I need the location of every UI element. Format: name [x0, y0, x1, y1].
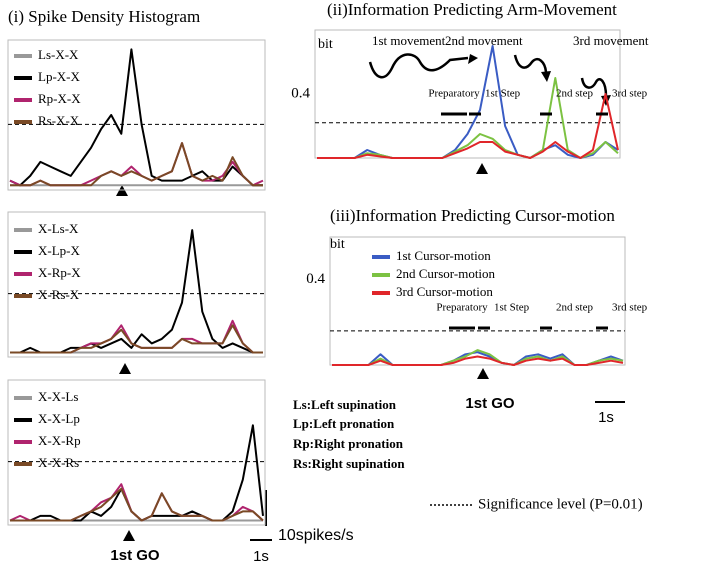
go-marker — [476, 163, 488, 174]
series-line — [9, 142, 264, 187]
scale-label: 1s — [598, 409, 614, 426]
scale-label: 10spikes/s — [278, 527, 354, 544]
panel-frame — [7, 211, 266, 358]
step-label: 2nd step — [556, 88, 593, 100]
go-marker — [119, 363, 131, 374]
legend-label: X-Lp-X — [38, 243, 80, 258]
step-label: 3rd step — [612, 88, 648, 100]
key-entry: Rp:Right pronation — [293, 436, 404, 451]
y-tick-label: 0.4 — [306, 271, 325, 287]
legend-label: 3rd Cursor-motion — [396, 284, 493, 299]
arrow-head — [541, 71, 551, 82]
legend-label: Lp-X-X — [38, 69, 80, 84]
unit-label: bit — [330, 237, 345, 252]
arrow-head — [468, 54, 478, 64]
series-line — [10, 324, 263, 354]
series-line — [317, 45, 619, 159]
panel-title: (i) Spike Density Histogram — [8, 7, 200, 26]
series-line — [317, 93, 619, 159]
legend-label: X-X-Ls — [38, 389, 78, 404]
step-label: 1st Step — [494, 302, 530, 314]
legend-label: X-Ls-X — [38, 221, 79, 236]
annotation: 2nd movement — [445, 33, 523, 48]
panel-frame — [7, 39, 266, 191]
legend-label: Ls-X-X — [38, 47, 79, 62]
key-entry: Lp:Left pronation — [293, 416, 395, 431]
legend-label: Rs-X-X — [38, 113, 80, 128]
panel-title: (iii)Information Predicting Cursor-motio… — [330, 206, 615, 225]
significance-label: Significance level (P=0.01) — [478, 496, 643, 512]
panel-frame — [329, 236, 626, 366]
step-label: 3rd step — [612, 302, 648, 314]
go-marker — [477, 368, 489, 379]
key-entry: Rs:Right supination — [293, 456, 405, 471]
panel-frame — [314, 29, 621, 159]
step-label: Preparatory — [428, 88, 480, 100]
step-label: 2nd step — [556, 302, 593, 314]
series-line — [10, 487, 264, 522]
legend-label: X-X-Rs — [38, 455, 79, 470]
y-tick-label: 0.4 — [291, 85, 310, 101]
scale-label: 1s — [253, 548, 269, 565]
annotation: 1st movement — [372, 33, 446, 48]
step-label: 1st Step — [485, 88, 521, 100]
panel-title: (ii)Information Predicting Arm-Movement — [327, 0, 617, 19]
series-line — [10, 142, 263, 187]
legend-label: X-X-Lp — [38, 411, 80, 426]
legend-label: Rp-X-X — [38, 91, 81, 106]
go-marker — [123, 530, 135, 541]
key-entry: Ls:Left supination — [293, 397, 397, 412]
series-line — [332, 355, 624, 366]
go-label: 1st GO — [465, 395, 515, 412]
legend-label: 2nd Cursor-motion — [396, 266, 496, 281]
movement-arrows — [368, 53, 608, 97]
panel-frame — [7, 379, 266, 526]
legend-label: X-Rp-X — [38, 265, 81, 280]
annotation: 3rd movement — [573, 33, 649, 48]
series-line — [317, 77, 619, 159]
legend-label: X-X-Rp — [38, 433, 81, 448]
go-label: 1st GO — [110, 547, 160, 564]
step-label: Preparatory — [436, 302, 488, 314]
legend-label: 1st Cursor-motion — [396, 248, 491, 263]
unit-label: bit — [318, 37, 333, 52]
legend-label: X-Rs-X — [38, 287, 80, 302]
